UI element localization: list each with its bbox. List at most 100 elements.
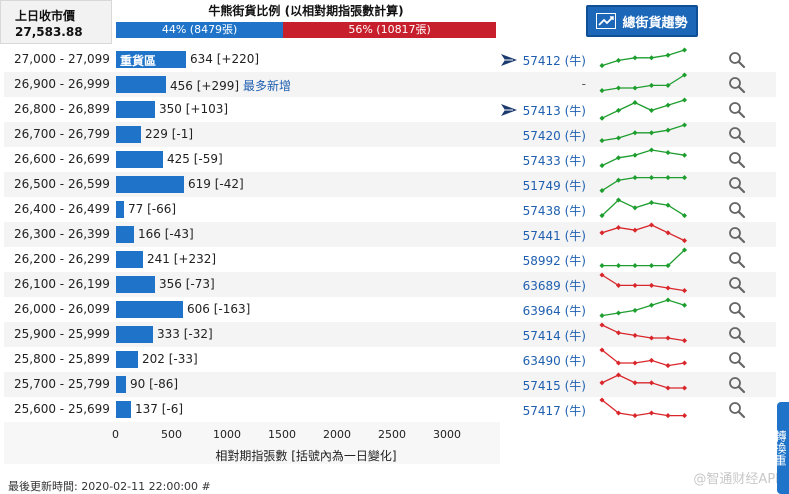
quantity-label: 229 [-1] <box>145 127 194 141</box>
warrant-code-link[interactable]: 51749 (牛) <box>522 179 586 193</box>
sparkline-point <box>648 130 655 136</box>
search-icon[interactable] <box>728 376 746 394</box>
sparkline-point <box>665 385 671 391</box>
sparkline-point <box>599 88 605 94</box>
sparkline-point <box>632 227 638 233</box>
trend-sparkline <box>599 222 688 244</box>
issuer-logo-icon <box>501 104 517 116</box>
warrant-code-link[interactable]: 57420 (牛) <box>522 129 586 143</box>
price-range: 25,800 - 25,899 <box>14 352 110 366</box>
quantity-value: 425 [-59] <box>167 152 223 166</box>
sparkline-point <box>632 175 638 181</box>
warrant-code-link[interactable]: 57438 (牛) <box>522 204 586 218</box>
search-icon[interactable] <box>728 276 746 294</box>
sparkline-point <box>599 380 605 386</box>
trend-sparkline <box>599 322 688 344</box>
trend-sparkline <box>599 47 688 69</box>
sparkline-path <box>602 249 685 267</box>
warrant-code-link[interactable]: 63689 (牛) <box>522 279 586 293</box>
sparkline-point <box>665 175 671 181</box>
quantity-bar <box>116 326 153 343</box>
sparkline-point <box>648 107 655 113</box>
sparkline-point <box>615 57 622 63</box>
bull-bear-ratio-bar: 44% (8479張) 56% (10817張) <box>116 22 496 38</box>
search-icon[interactable] <box>728 201 746 219</box>
quantity-label: 356 [-73] <box>159 277 215 291</box>
sparkline-point <box>665 297 671 303</box>
sparkline-point <box>648 263 655 269</box>
search-icon[interactable] <box>728 301 746 319</box>
sparkline-point <box>665 102 671 108</box>
search-icon[interactable] <box>728 226 746 244</box>
sparkline-point <box>648 282 655 288</box>
quantity-bar <box>116 301 183 318</box>
sparkline-point <box>681 72 688 78</box>
quantity-label: 77 [-66] <box>128 202 177 216</box>
search-icon[interactable] <box>728 51 746 69</box>
search-icon[interactable] <box>728 326 746 344</box>
side-switch-tab[interactable]: 轉換重 <box>777 402 789 494</box>
total-trend-label: 總街貨趨勢 <box>622 15 688 31</box>
bear-ratio-segment: 56% (10817張) <box>283 22 496 38</box>
trend-sparkline <box>599 372 688 391</box>
table-row: 26,400 - 26,499 77 [-66] 57438 (牛) <box>4 197 776 222</box>
search-icon[interactable] <box>728 126 746 144</box>
sparkline-point <box>615 410 622 416</box>
quantity-bar <box>116 201 124 218</box>
quantity-label: 90 [-86] <box>130 377 179 391</box>
sparkline-path <box>601 176 685 192</box>
search-icon[interactable] <box>728 176 746 194</box>
search-icon[interactable] <box>728 251 746 269</box>
sparkline-point <box>681 97 688 103</box>
search-icon[interactable] <box>728 351 746 369</box>
sparkline-path <box>601 299 685 317</box>
warrant-code-link[interactable]: 58992 (牛) <box>522 254 586 268</box>
sparkline-point <box>615 372 622 378</box>
warrant-code-link[interactable]: 57441 (牛) <box>522 229 586 243</box>
sparkline-point <box>648 55 655 61</box>
sparkline-point <box>632 85 638 91</box>
quantity-label: 333 [-32] <box>157 327 213 341</box>
trend-sparkline <box>599 175 688 194</box>
sparkline-point <box>681 213 688 219</box>
warrant-code-link[interactable]: 63964 (牛) <box>522 304 586 318</box>
warrant-code-link[interactable]: 57413 (牛) <box>522 104 586 118</box>
sparkline-point <box>632 282 638 288</box>
warrant-code-link[interactable]: 63490 (牛) <box>522 354 586 368</box>
sparkline-path <box>601 399 685 417</box>
sparkline-point <box>615 155 622 161</box>
search-icon[interactable] <box>728 101 746 119</box>
sparkline-point <box>599 213 605 219</box>
price-range: 26,000 - 26,099 <box>14 302 110 316</box>
sparkline-point <box>681 47 688 53</box>
table-row: 26,600 - 26,699 425 [-59] 57433 (牛) <box>4 147 776 172</box>
sparkline-point <box>632 360 638 366</box>
sparkline-point <box>632 332 638 338</box>
price-range: 26,600 - 26,699 <box>14 152 110 166</box>
search-icon[interactable] <box>728 151 746 169</box>
quantity-value: 350 [+103] <box>159 102 228 116</box>
search-icon[interactable] <box>728 401 746 419</box>
sparkline-point <box>632 130 638 136</box>
sparkline-point <box>648 302 655 308</box>
warrant-code-link[interactable]: 57415 (牛) <box>522 379 586 393</box>
price-range: 25,900 - 25,999 <box>14 327 110 341</box>
sparkline-point <box>681 360 688 366</box>
quantity-bar <box>116 251 143 268</box>
table-row: 25,600 - 25,699 137 [-6] 57417 (牛) <box>4 397 776 422</box>
table-row: 25,800 - 25,899 202 [-33] 63490 (牛) <box>4 347 776 372</box>
table-row: 26,800 - 26,899 350 [+103] 57413 (牛) <box>4 97 776 122</box>
warrant-code-link[interactable]: 57433 (牛) <box>522 154 586 168</box>
warrant-code-link[interactable]: 57417 (牛) <box>522 404 586 418</box>
sparkline-point <box>648 357 655 363</box>
warrant-code-link[interactable]: 57414 (牛) <box>522 329 586 343</box>
total-trend-button[interactable]: 總街貨趨勢 <box>586 5 698 37</box>
table-row: 27,000 - 27,099 重貨區 634 [+220] 57412 (牛) <box>4 47 776 72</box>
search-icon[interactable] <box>728 76 746 94</box>
warrant-code-link[interactable]: 57412 (牛) <box>522 54 586 68</box>
quantity-bar <box>116 76 166 93</box>
sparkline-point <box>615 107 622 113</box>
sparkline-path <box>601 74 685 92</box>
quantity-bar <box>116 226 134 243</box>
sparkline-point <box>615 177 622 183</box>
